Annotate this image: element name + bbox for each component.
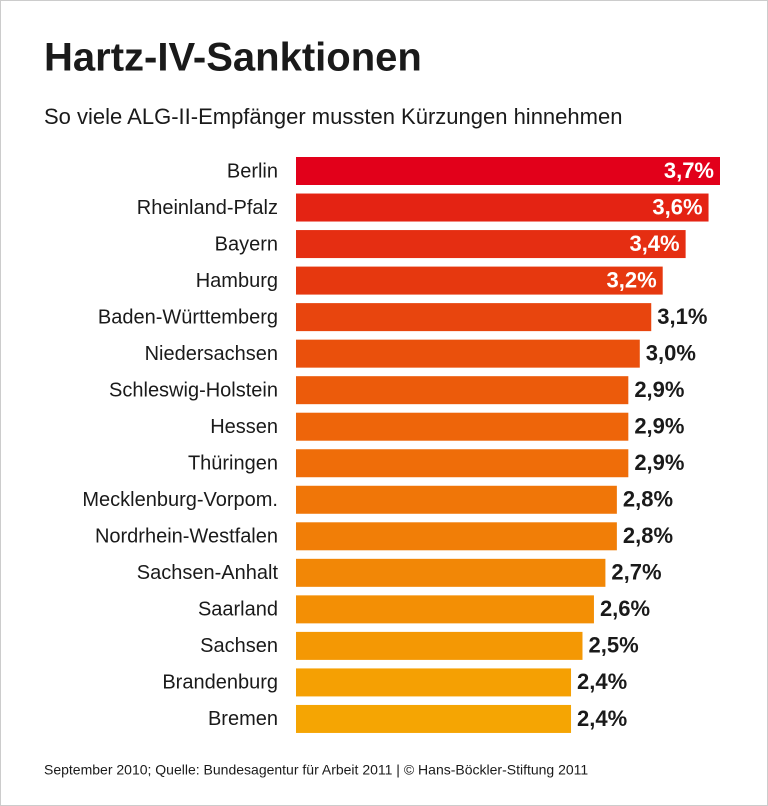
category-label: Schleswig-Holstein — [109, 379, 278, 401]
value-label: 2,7% — [611, 560, 661, 585]
value-label: 3,2% — [607, 267, 657, 292]
bar — [296, 303, 652, 332]
category-label: Hessen — [210, 416, 278, 438]
chart-subtitle: So viele ALG-II-Empfänger mussten Kürzun… — [44, 104, 622, 129]
value-label: 2,9% — [634, 377, 684, 402]
bar — [296, 339, 640, 368]
bar — [296, 485, 617, 514]
category-label: Niedersachsen — [145, 343, 278, 365]
value-label: 3,6% — [652, 194, 702, 219]
bar — [296, 412, 629, 441]
value-label: 2,6% — [600, 596, 650, 621]
bar — [296, 631, 583, 660]
bar — [296, 266, 663, 295]
value-label: 2,8% — [623, 487, 673, 512]
value-label: 2,4% — [577, 706, 627, 731]
category-label: Brandenburg — [162, 672, 278, 694]
category-label: Nordrhein-Westfalen — [95, 526, 278, 548]
bar — [296, 157, 720, 185]
bar — [296, 704, 572, 733]
category-label: Baden-Württemberg — [98, 306, 278, 328]
value-label: 3,1% — [657, 304, 707, 329]
category-label: Sachsen — [200, 635, 278, 657]
value-label: 3,0% — [646, 340, 696, 365]
chart-title: Hartz-IV-Sanktionen — [44, 36, 422, 80]
bar — [296, 558, 606, 587]
bar — [296, 376, 629, 405]
value-label: 2,5% — [588, 633, 638, 658]
value-label: 2,4% — [577, 669, 627, 694]
category-label: Saarland — [198, 599, 278, 621]
category-label: Bremen — [208, 708, 278, 730]
value-label: 3,4% — [629, 231, 679, 256]
category-label: Sachsen-Anhalt — [137, 562, 279, 584]
bar — [296, 522, 617, 551]
value-label: 2,9% — [634, 450, 684, 475]
value-label: 3,7% — [664, 158, 714, 183]
bar — [296, 230, 686, 259]
value-label: 2,8% — [623, 523, 673, 548]
bar — [296, 449, 629, 478]
category-label: Mecklenburg-Vorpom. — [82, 489, 278, 511]
bar — [296, 668, 572, 697]
category-label: Rheinland-Pfalz — [137, 197, 278, 219]
category-label: Bayern — [215, 233, 278, 255]
bar — [296, 193, 709, 222]
category-label: Berlin — [227, 160, 278, 182]
value-label: 2,9% — [634, 414, 684, 439]
category-label: Thüringen — [188, 453, 278, 475]
bar — [296, 595, 594, 624]
category-label: Hamburg — [196, 270, 278, 292]
source-note: September 2010; Quelle: Bundesagentur fü… — [44, 762, 588, 778]
